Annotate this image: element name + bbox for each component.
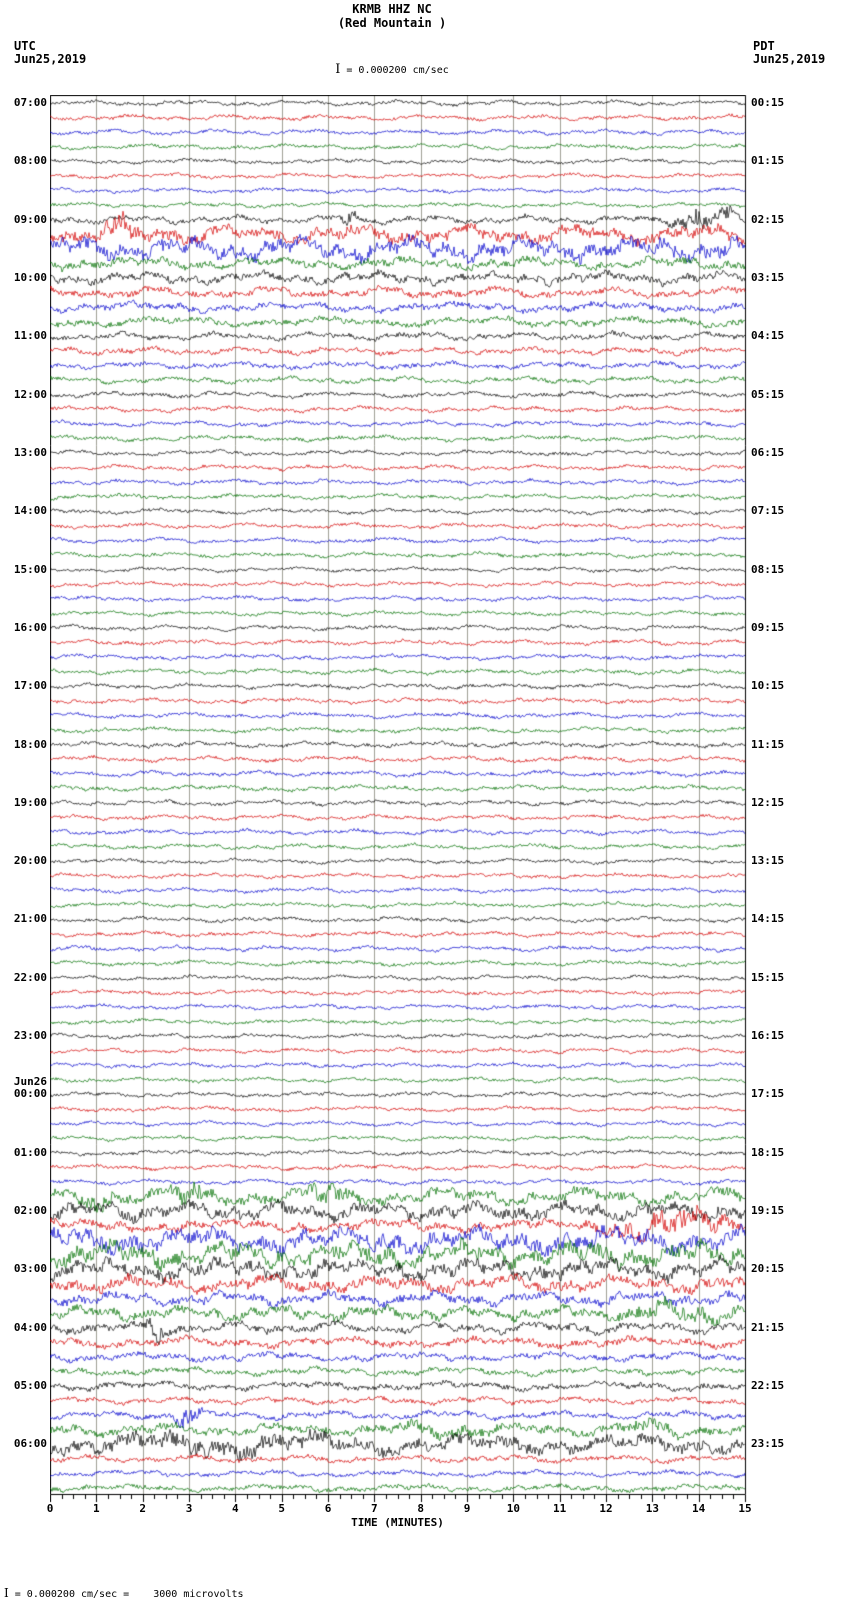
utc-label: 03:00 xyxy=(13,1262,47,1276)
utc-label: 09:00 xyxy=(13,212,47,226)
utc-label: 18:00 xyxy=(13,737,47,751)
scale-line: I = 0.000200 cm/sec xyxy=(292,63,492,77)
station-title: KRMB HHZ NC xyxy=(352,2,432,16)
pdt-label: 21:15 xyxy=(751,1320,785,1334)
utc-label: 21:00 xyxy=(13,912,47,926)
utc-label: 23:00 xyxy=(13,1029,47,1043)
utc-label: 07:00 xyxy=(13,96,47,110)
pdt-label: 14:15 xyxy=(751,912,785,926)
right-timezone-label: PDT xyxy=(753,39,775,53)
utc-label: 05:00 xyxy=(13,1379,47,1393)
utc-label: 15:00 xyxy=(13,562,47,576)
pdt-label: 23:15 xyxy=(751,1437,785,1451)
footer-scale-text: = 0.000200 cm/sec = 3000 microvolts xyxy=(8,1589,244,1600)
pdt-label: 22:15 xyxy=(751,1379,785,1393)
footer-scale-note: I = 0.000200 cm/sec = 3000 microvolts xyxy=(4,1586,244,1600)
x-tick-label: 14 xyxy=(692,1502,706,1515)
utc-label: 10:00 xyxy=(13,270,47,284)
x-tick-label: 1 xyxy=(93,1502,100,1515)
x-tick-label: 3 xyxy=(185,1502,193,1515)
pdt-label: 09:15 xyxy=(751,620,785,634)
x-tick-label: 15 xyxy=(738,1502,752,1515)
pdt-label: 19:15 xyxy=(751,1204,785,1218)
utc-label: 12:00 xyxy=(13,387,47,401)
pdt-label: 13:15 xyxy=(751,854,785,868)
x-tick-label: 9 xyxy=(463,1502,471,1515)
pdt-label: 00:15 xyxy=(751,96,785,110)
scale-label: = 0.000200 cm/sec xyxy=(340,65,449,76)
utc-label: 16:00 xyxy=(13,620,47,634)
x-tick-label: 12 xyxy=(599,1502,613,1515)
x-tick-label: 10 xyxy=(506,1502,520,1515)
right-date-label: Jun25,2019 xyxy=(753,52,826,66)
pdt-label: 01:15 xyxy=(751,154,785,168)
pdt-label: 17:15 xyxy=(751,1087,785,1101)
footer-scale-bar-icon: I xyxy=(4,1586,9,1600)
pdt-label: 11:15 xyxy=(751,737,785,751)
utc-label: 17:00 xyxy=(13,679,47,693)
pdt-label: 16:15 xyxy=(751,1029,785,1043)
x-tick-label: 6 xyxy=(324,1502,332,1515)
x-tick-label: 7 xyxy=(371,1502,378,1515)
pdt-label: 20:15 xyxy=(751,1262,785,1276)
station-subtitle: (Red Mountain ) xyxy=(337,16,447,30)
pdt-label: 15:15 xyxy=(751,970,785,984)
pdt-label: 07:15 xyxy=(751,504,785,518)
pdt-label: 05:15 xyxy=(751,387,785,401)
pdt-label: 02:15 xyxy=(751,212,785,226)
pdt-label: 18:15 xyxy=(751,1145,785,1159)
scale-bar-icon: I xyxy=(335,62,341,77)
utc-label: 11:00 xyxy=(13,329,47,343)
x-tick-label: 8 xyxy=(417,1502,424,1515)
seismogram-canvas xyxy=(50,95,747,1505)
pdt-label: 04:15 xyxy=(751,329,785,343)
x-tick-label: 13 xyxy=(645,1502,659,1515)
utc-label: 08:00 xyxy=(13,154,47,168)
x-tick-label: 0 xyxy=(46,1502,54,1515)
left-date-label: Jun25,2019 xyxy=(14,52,87,66)
pdt-label: 12:15 xyxy=(751,795,785,809)
utc-label: 19:00 xyxy=(13,795,47,809)
left-timezone-label: UTC xyxy=(14,39,36,53)
utc-label: 20:00 xyxy=(13,854,47,868)
pdt-label: 08:15 xyxy=(751,562,785,576)
utc-label: 14:00 xyxy=(13,504,47,518)
utc-label: 04:00 xyxy=(13,1320,47,1334)
x-tick-label: 2 xyxy=(139,1502,146,1515)
x-tick-label: 5 xyxy=(278,1502,285,1515)
pdt-label: 03:15 xyxy=(751,270,785,284)
utc-label: 06:00 xyxy=(13,1437,47,1451)
pdt-label: 10:15 xyxy=(751,679,785,693)
utc-label: 02:00 xyxy=(13,1204,47,1218)
utc-label: 01:00 xyxy=(13,1145,47,1159)
x-tick-label: 11 xyxy=(553,1502,567,1515)
utc-label: 22:00 xyxy=(13,970,47,984)
pdt-label: 06:15 xyxy=(751,445,785,459)
x-tick-label: 4 xyxy=(232,1502,239,1515)
x-axis-title: TIME (MINUTES) xyxy=(351,1516,444,1529)
utc-label: Jun26 00:00 xyxy=(13,1075,47,1101)
utc-label: 13:00 xyxy=(13,445,47,459)
